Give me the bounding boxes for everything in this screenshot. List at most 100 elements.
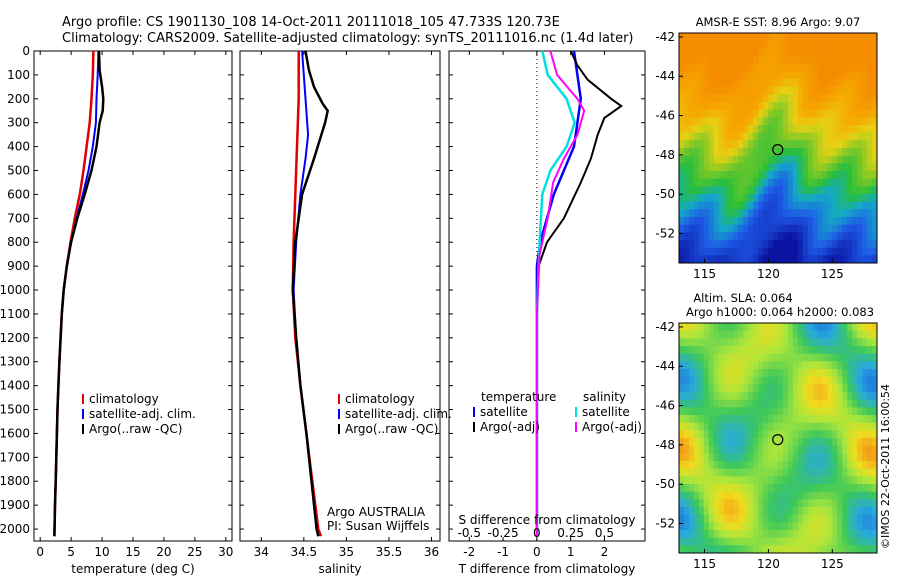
map-3-cell bbox=[782, 194, 789, 203]
map-3-cell bbox=[862, 217, 868, 226]
map-4-cell bbox=[718, 369, 724, 378]
map-4-cell bbox=[827, 453, 833, 462]
map-3-cell bbox=[802, 140, 809, 149]
map-3-cell bbox=[778, 48, 784, 57]
map-4-cell bbox=[857, 399, 863, 408]
map-3-cell bbox=[768, 33, 774, 42]
map-4-cell bbox=[827, 384, 833, 393]
map-4-cell bbox=[787, 330, 794, 339]
map-4-cell bbox=[837, 323, 843, 332]
map-4-cell bbox=[857, 461, 863, 470]
map-4-cell bbox=[797, 453, 804, 462]
map-4-cell bbox=[827, 514, 833, 523]
map-3-cell bbox=[852, 56, 858, 65]
map-4-cell bbox=[728, 338, 734, 347]
map-3-cell bbox=[857, 63, 863, 72]
map-3-cell bbox=[847, 125, 853, 134]
map-3-cell bbox=[718, 155, 724, 164]
map-3-cell bbox=[728, 33, 734, 42]
map-3-cell bbox=[693, 178, 700, 187]
map-4-cell bbox=[787, 392, 794, 401]
map-4-cell bbox=[693, 453, 700, 462]
map-4-cell bbox=[773, 330, 779, 339]
map-4-cell bbox=[728, 330, 734, 339]
map-4-cell bbox=[837, 514, 843, 523]
map-3-cell bbox=[842, 201, 848, 210]
map-4-cell bbox=[763, 407, 769, 416]
map-3-cell bbox=[802, 40, 809, 49]
map-3-cell bbox=[872, 102, 878, 111]
map-4-cell bbox=[743, 484, 749, 493]
map-4-subtitle: Argo h1000: 0.064 h2000: 0.083 bbox=[686, 305, 874, 319]
map-3-cell bbox=[748, 247, 754, 256]
map-4-cell bbox=[758, 507, 764, 516]
map-3-cell bbox=[718, 63, 724, 72]
map-4-cell bbox=[847, 476, 853, 485]
map-3-cell bbox=[768, 48, 774, 57]
map-4-cell bbox=[787, 338, 794, 347]
map-3-cell bbox=[827, 255, 833, 264]
map-4-cell bbox=[867, 438, 873, 447]
map-4-cell bbox=[763, 445, 769, 454]
map-3-cell bbox=[753, 224, 759, 233]
map-3-cell bbox=[708, 232, 715, 241]
map-4-cell bbox=[787, 484, 794, 493]
map-3-cell bbox=[832, 148, 838, 157]
map-3-cell bbox=[743, 132, 749, 141]
map-3-cell bbox=[827, 224, 833, 233]
map-3-cell bbox=[743, 125, 749, 134]
map-3-cell bbox=[773, 155, 779, 164]
map-3-cell bbox=[807, 140, 814, 149]
map-4-cell bbox=[812, 399, 818, 408]
map-3-cell bbox=[827, 33, 833, 42]
map-3-cell bbox=[827, 40, 833, 49]
map-3-cell bbox=[738, 178, 744, 187]
map-4-cell bbox=[763, 438, 769, 447]
map-4-cell bbox=[867, 484, 873, 493]
map-4-cell bbox=[753, 453, 759, 462]
map-4-cell bbox=[723, 392, 729, 401]
map-4-cell bbox=[748, 376, 754, 385]
map-3-cell bbox=[802, 247, 809, 256]
map-4-cell bbox=[832, 415, 838, 424]
map-3-cell bbox=[807, 56, 814, 65]
map-4-cell bbox=[852, 384, 858, 393]
map-4-cell bbox=[698, 407, 705, 416]
map-4-cell bbox=[852, 353, 858, 362]
map-4-cell bbox=[778, 514, 784, 523]
map-4-cell bbox=[807, 399, 814, 408]
panel-2-series-0 bbox=[535, 50, 583, 537]
map-3-cell bbox=[753, 178, 759, 187]
map-4-cell bbox=[822, 330, 828, 339]
map-4-cell bbox=[733, 522, 739, 531]
map-4-cell bbox=[852, 323, 858, 332]
map-3-cell bbox=[822, 232, 828, 241]
map-3-cell bbox=[763, 94, 769, 103]
map-4-cell bbox=[812, 453, 818, 462]
map-3-cell bbox=[763, 132, 769, 141]
map-4-cell bbox=[738, 415, 744, 424]
map-3-cell bbox=[832, 56, 838, 65]
map-4-cell bbox=[797, 476, 804, 485]
map-3-cell bbox=[872, 209, 878, 218]
map-4-cell bbox=[723, 430, 729, 439]
map-3-cell bbox=[862, 224, 868, 233]
map-3-cell bbox=[679, 86, 685, 95]
map-3-cell bbox=[852, 102, 858, 111]
map-4-cell bbox=[753, 323, 759, 332]
map-3-cell bbox=[867, 140, 873, 149]
map-4-cell bbox=[807, 415, 814, 424]
map-4-cell bbox=[768, 361, 774, 370]
map-4-cell bbox=[698, 415, 705, 424]
map-3-cell bbox=[812, 255, 818, 264]
map-3-cell bbox=[802, 171, 809, 180]
map-3-cell bbox=[718, 194, 724, 203]
panel-0-series-0 bbox=[53, 50, 95, 537]
map-4-cell bbox=[867, 330, 873, 339]
map-3-cell bbox=[773, 217, 779, 226]
map-3-cell bbox=[733, 79, 739, 88]
map-4-cell bbox=[857, 491, 863, 500]
map-3-cell bbox=[872, 240, 878, 249]
map-4-cell bbox=[698, 522, 705, 531]
map-3-cell bbox=[802, 117, 809, 126]
